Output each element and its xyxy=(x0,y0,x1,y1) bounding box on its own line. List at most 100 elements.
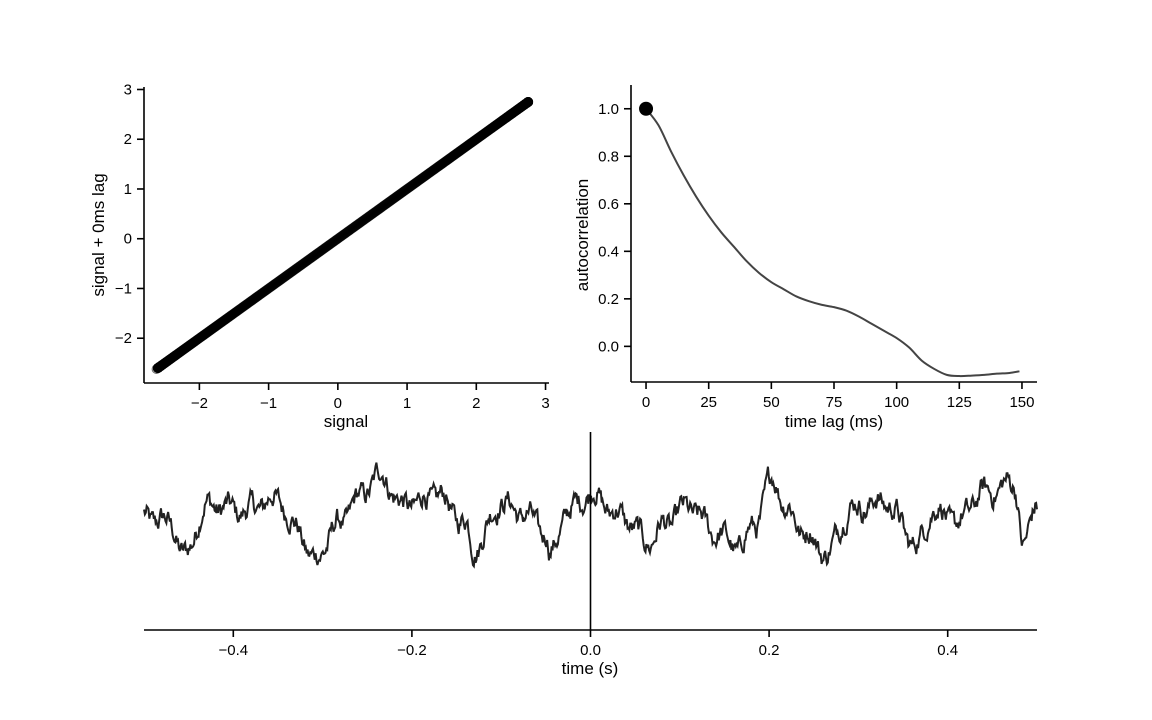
x-tick-label: −1 xyxy=(260,395,277,412)
scatter-point xyxy=(177,345,188,355)
x-tick-label: 0.2 xyxy=(759,642,780,659)
scatter-point xyxy=(474,131,485,142)
scatter-point xyxy=(484,125,495,135)
scatter-point xyxy=(420,170,431,181)
scatter-point xyxy=(466,137,477,148)
scatter-point xyxy=(452,147,463,158)
scatter-point xyxy=(477,129,488,140)
acf-y-label: autocorrelation xyxy=(573,179,592,291)
scatter-point xyxy=(482,126,493,136)
scatter-point xyxy=(391,192,401,202)
x-tick-label: 1 xyxy=(403,395,411,412)
x-tick-label: 100 xyxy=(884,394,909,411)
scatter-point xyxy=(297,259,308,270)
scatter-point xyxy=(435,160,445,171)
scatter-point xyxy=(179,343,190,354)
scatter-point xyxy=(469,135,480,146)
scatter-point xyxy=(370,207,380,217)
scatter-point xyxy=(188,337,199,348)
scatter-point xyxy=(436,159,447,170)
scatter-point xyxy=(462,140,473,151)
scatter-point xyxy=(189,336,200,347)
scatter-point xyxy=(522,97,533,108)
scatter-point xyxy=(394,189,405,200)
scatter-point xyxy=(462,140,473,151)
scatter-point xyxy=(326,238,337,248)
scatter-point xyxy=(192,334,203,345)
scatter-point xyxy=(192,334,203,345)
scatter-point xyxy=(237,302,248,313)
scatter-point xyxy=(507,108,518,119)
scatter-point xyxy=(445,152,456,163)
scatter-point xyxy=(407,180,418,191)
scatter-point xyxy=(261,285,271,296)
scatter-point xyxy=(353,219,364,229)
scatter-point xyxy=(455,145,466,156)
scatter-point xyxy=(231,306,242,317)
scatter-point xyxy=(225,311,236,321)
scatter-point xyxy=(512,104,523,115)
scatter-point xyxy=(444,153,454,164)
scatter-point xyxy=(217,317,227,327)
scatter-point xyxy=(488,122,499,132)
scatter-point xyxy=(249,293,260,304)
scatter-point xyxy=(472,133,483,144)
scatter-point xyxy=(456,144,467,155)
scatter-point xyxy=(465,138,476,149)
scatter-point xyxy=(352,219,363,230)
scatter-point xyxy=(182,342,193,352)
scatter-point xyxy=(214,318,225,329)
autocorrelation-marker xyxy=(639,101,654,116)
scatter-point xyxy=(282,270,292,281)
scatter-point xyxy=(459,143,469,153)
scatter-point xyxy=(429,164,440,175)
scatter-point xyxy=(359,214,370,225)
scatter-point xyxy=(276,274,287,285)
scatter-point xyxy=(518,100,529,111)
scatter-point xyxy=(371,206,382,216)
time-series-panel: −0.4 −0.2 0.0 0.2 0.4 time (s) xyxy=(143,432,1038,678)
scatter-point xyxy=(293,262,304,273)
scatter-point xyxy=(247,295,258,305)
scatter-point xyxy=(302,255,313,266)
scatter-point xyxy=(312,248,323,259)
scatter-point xyxy=(320,242,331,253)
scatter-point xyxy=(321,242,331,253)
scatter-point xyxy=(299,257,310,268)
y-tick-label: 0.2 xyxy=(598,291,619,308)
scatter-point xyxy=(522,97,533,108)
scatter-point xyxy=(517,100,528,111)
scatter-point xyxy=(379,200,390,210)
scatter-point xyxy=(318,244,329,254)
scatter-point xyxy=(474,132,484,143)
scatter-point xyxy=(467,137,477,148)
scatter-point xyxy=(406,180,417,191)
scatter-point xyxy=(422,169,433,180)
scatter-point xyxy=(368,208,379,219)
y-tick-label: −1 xyxy=(115,280,132,297)
x-tick-label: −0.4 xyxy=(218,642,248,659)
scatter-point xyxy=(475,131,486,142)
y-tick-label: 0.8 xyxy=(598,148,619,165)
scatter-point xyxy=(333,233,344,244)
scatter-point xyxy=(400,185,411,196)
scatter-point xyxy=(464,139,474,150)
scatter-point xyxy=(272,277,283,288)
scatter-point xyxy=(190,335,201,346)
scatter-point xyxy=(432,162,443,172)
scatter-point xyxy=(185,340,195,350)
scatter-point xyxy=(221,313,232,324)
scatter-point xyxy=(298,258,308,269)
scatter-point xyxy=(226,310,237,320)
scatter-point xyxy=(375,203,386,213)
scatter-point xyxy=(312,248,322,259)
scatter-point xyxy=(405,181,416,192)
scatter-point xyxy=(170,350,181,361)
scatter-point xyxy=(306,253,317,263)
scatter-point xyxy=(163,355,174,366)
scatter-point xyxy=(414,175,425,186)
scatter-point xyxy=(331,235,341,245)
scatter-point xyxy=(284,268,295,279)
x-tick-label: 0 xyxy=(334,395,342,412)
scatter-point xyxy=(212,320,223,331)
